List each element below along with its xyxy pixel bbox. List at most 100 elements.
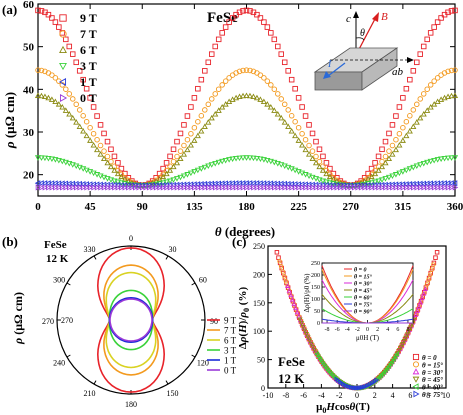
data-point — [341, 184, 348, 191]
data-point — [427, 272, 433, 278]
data-point — [315, 354, 321, 360]
data-point — [250, 93, 257, 100]
data-point — [323, 170, 330, 177]
data-point — [157, 184, 163, 191]
data-point — [389, 122, 396, 128]
panel-b-polar-plot: 0 30 60 90 120 150 180 210 240 270 300 330 270 — [42, 234, 218, 409]
data-point — [390, 184, 396, 191]
data-point — [392, 146, 399, 153]
inset-y-tick-label: 250 — [311, 261, 320, 267]
data-point — [386, 184, 393, 191]
x-tick-label: 0 — [35, 201, 41, 213]
data-point — [316, 163, 323, 170]
data-point — [215, 159, 222, 166]
data-point — [59, 104, 66, 110]
data-point — [264, 78, 271, 84]
data-point — [246, 155, 254, 161]
data-point — [111, 178, 118, 184]
data-point — [264, 157, 271, 164]
x-tick-label: 90 — [137, 201, 149, 213]
inset-legend-label: θ = 30° — [354, 281, 373, 288]
data-point — [313, 184, 320, 191]
data-point — [100, 155, 108, 162]
data-point — [83, 132, 90, 139]
inset-x-tick-label: 6 — [396, 327, 399, 333]
data-point — [191, 124, 198, 131]
data-point — [77, 184, 83, 191]
data-point — [108, 146, 114, 153]
data-point — [319, 359, 324, 365]
data-point — [63, 36, 69, 43]
data-point — [403, 85, 410, 92]
y-tick-label: 50 — [257, 356, 265, 365]
data-point — [188, 104, 194, 110]
data-point — [208, 162, 215, 168]
data-point — [445, 184, 452, 191]
data-point — [288, 292, 294, 298]
data-point — [66, 43, 73, 50]
data-point — [174, 153, 180, 160]
data-point — [236, 68, 243, 75]
data-point — [268, 30, 274, 36]
data-point — [63, 86, 69, 92]
data-point — [163, 179, 170, 185]
angle-label: 270 — [42, 317, 54, 326]
data-point — [202, 68, 208, 74]
data-point — [396, 170, 403, 177]
data-point — [121, 176, 128, 182]
data-point — [417, 299, 424, 305]
data-point — [180, 151, 188, 157]
inset-b-arrowhead — [372, 12, 379, 22]
data-point — [389, 359, 395, 365]
data-point — [300, 324, 306, 330]
data-point — [188, 184, 195, 191]
series-75 — [334, 376, 380, 391]
panel-c-ylabel: Δρ(H)/ρ0 (%) — [237, 287, 251, 350]
data-point — [271, 86, 278, 92]
data-point — [378, 373, 383, 379]
inset-theta-label: θ — [360, 28, 365, 39]
data-point — [306, 122, 312, 128]
panel-a-plot-area: 0 45 90 135 180 225 270 315 360 20 30 40 50 60 — [23, 0, 463, 213]
data-point — [153, 184, 160, 191]
data-point — [414, 184, 421, 191]
data-point — [55, 101, 62, 107]
data-point — [41, 93, 49, 100]
data-point — [292, 118, 298, 125]
data-point — [306, 142, 312, 149]
data-point — [295, 137, 302, 143]
angle-tick — [66, 354, 71, 358]
data-point — [198, 127, 205, 134]
data-point — [66, 184, 73, 191]
data-point — [379, 371, 385, 377]
data-point — [278, 114, 285, 121]
data-point — [271, 107, 278, 113]
data-point — [94, 136, 100, 143]
data-point — [408, 325, 414, 331]
data-point — [297, 317, 303, 323]
polar-curve-9t — [96, 247, 166, 393]
data-point — [403, 167, 410, 174]
plot-frame — [37, 3, 456, 197]
data-point — [87, 137, 94, 143]
data-point — [251, 184, 257, 191]
data-point — [276, 255, 281, 260]
data-point — [416, 304, 422, 309]
data-point — [115, 160, 121, 166]
x-tick-label: 45 — [85, 201, 97, 213]
legend-label: 3 T — [224, 346, 237, 356]
data-point — [253, 94, 260, 101]
data-point — [246, 92, 254, 99]
data-point — [403, 335, 409, 341]
polar-curve-6t — [105, 271, 157, 369]
data-point — [52, 75, 59, 81]
data-point — [323, 179, 330, 185]
x-tick-label: -8 — [282, 391, 289, 400]
data-point — [205, 163, 212, 170]
data-point — [174, 184, 181, 191]
data-point — [236, 93, 243, 100]
data-point — [317, 184, 323, 191]
panel-c-label: (c) — [232, 234, 246, 249]
data-point — [219, 184, 226, 191]
data-point — [392, 354, 398, 360]
